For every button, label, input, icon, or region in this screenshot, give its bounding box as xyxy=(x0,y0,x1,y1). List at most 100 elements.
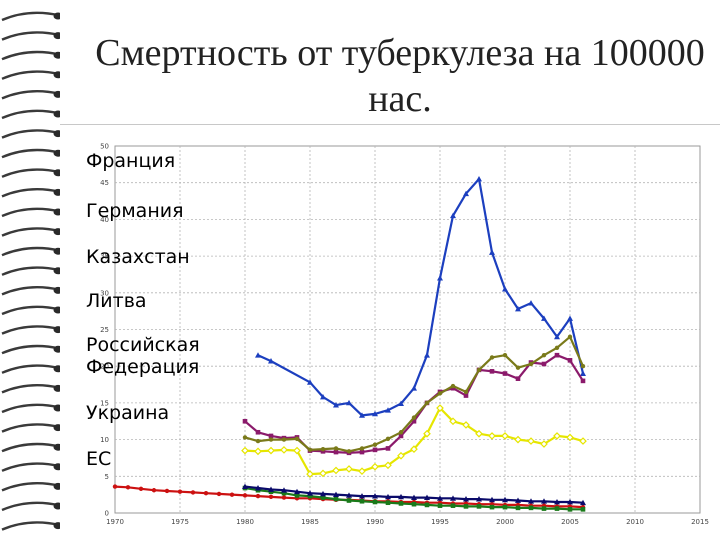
binding-ring xyxy=(1,305,60,316)
data-point xyxy=(307,447,313,453)
data-point xyxy=(229,492,235,497)
data-point xyxy=(307,490,313,496)
data-point xyxy=(580,370,586,376)
data-point xyxy=(268,433,274,439)
data-point xyxy=(489,249,495,255)
data-point xyxy=(307,379,313,385)
data-point xyxy=(515,365,521,370)
binding-ring xyxy=(1,384,60,394)
legend-item-kazakhstan: Казахстан xyxy=(86,246,190,268)
data-point xyxy=(359,446,365,451)
binding-ring xyxy=(1,109,60,120)
data-point xyxy=(333,496,339,502)
legend-item-lithuania: Литва xyxy=(86,290,147,312)
data-point xyxy=(346,492,352,498)
data-point xyxy=(515,376,521,381)
binding-ring xyxy=(1,403,60,414)
data-point xyxy=(541,315,547,321)
binding-ring xyxy=(1,442,60,453)
binding-hole xyxy=(53,32,60,40)
data-point xyxy=(528,505,534,511)
data-point xyxy=(514,435,522,444)
data-point xyxy=(436,404,444,412)
data-point xyxy=(489,504,495,510)
x-tick-label: 2010 xyxy=(626,518,644,526)
binding-hole xyxy=(53,404,60,412)
data-point xyxy=(333,491,339,498)
data-point xyxy=(320,394,326,400)
chart-series xyxy=(112,176,587,512)
data-point xyxy=(527,437,535,445)
x-tick-label: 2000 xyxy=(496,518,514,526)
data-point xyxy=(177,489,183,494)
data-point xyxy=(267,446,275,455)
data-point xyxy=(476,504,482,509)
data-point xyxy=(359,449,365,455)
y-tick-label: 15 xyxy=(100,399,109,407)
data-point xyxy=(385,446,391,451)
chart-gridlines xyxy=(114,145,701,514)
binding-hole xyxy=(53,286,60,294)
y-tick-label: 10 xyxy=(100,436,109,444)
binding-hole xyxy=(53,247,60,255)
data-point xyxy=(398,400,404,407)
data-point xyxy=(372,499,378,505)
data-point xyxy=(281,437,287,442)
y-tick-label: 40 xyxy=(100,216,109,224)
x-tick-label: 1970 xyxy=(106,518,124,526)
binding-hole xyxy=(53,51,60,59)
data-point xyxy=(164,488,170,494)
data-point xyxy=(333,446,339,451)
data-point xyxy=(475,429,483,438)
data-point xyxy=(502,496,508,503)
y-tick-label: 30 xyxy=(100,289,109,297)
data-point xyxy=(203,490,209,496)
data-point xyxy=(437,275,443,281)
data-point xyxy=(424,502,430,508)
binding-hole xyxy=(53,384,60,392)
data-point xyxy=(450,212,456,219)
data-point xyxy=(553,432,561,440)
binding-ring xyxy=(1,168,60,178)
data-point xyxy=(242,435,248,440)
binding-ring xyxy=(1,31,60,41)
data-point xyxy=(294,488,300,495)
data-point xyxy=(489,355,495,360)
spiral-binding-decoration xyxy=(0,0,60,540)
data-point xyxy=(398,430,404,435)
x-tick-label: 1990 xyxy=(366,518,384,526)
binding-ring xyxy=(1,286,60,296)
data-point xyxy=(450,385,456,391)
data-point xyxy=(242,418,248,424)
data-point xyxy=(580,507,586,512)
x-tick-label: 2005 xyxy=(561,518,579,526)
data-point xyxy=(333,402,339,408)
binding-hole xyxy=(53,522,60,530)
data-point xyxy=(255,485,261,491)
binding-hole xyxy=(53,443,60,451)
data-point xyxy=(346,399,352,406)
data-point xyxy=(398,501,404,506)
data-point xyxy=(216,491,222,497)
data-point xyxy=(567,498,573,505)
binding-ring xyxy=(1,344,60,355)
data-point xyxy=(554,333,560,340)
data-point xyxy=(319,469,327,478)
data-point xyxy=(437,391,443,396)
data-point xyxy=(437,495,443,501)
binding-ring xyxy=(1,325,60,335)
data-point xyxy=(463,190,469,197)
data-point xyxy=(489,496,495,503)
y-tick-label: 45 xyxy=(100,179,109,187)
binding-hole xyxy=(53,71,60,79)
binding-ring xyxy=(1,129,60,139)
binding-hole xyxy=(53,326,60,334)
y-tick-label: 50 xyxy=(100,143,109,151)
data-point xyxy=(541,352,547,358)
data-point xyxy=(501,432,509,440)
data-point xyxy=(528,498,534,504)
x-tick-label: 1985 xyxy=(301,518,319,526)
y-tick-label: 20 xyxy=(100,363,109,371)
data-point xyxy=(268,494,274,500)
data-point xyxy=(554,506,560,511)
